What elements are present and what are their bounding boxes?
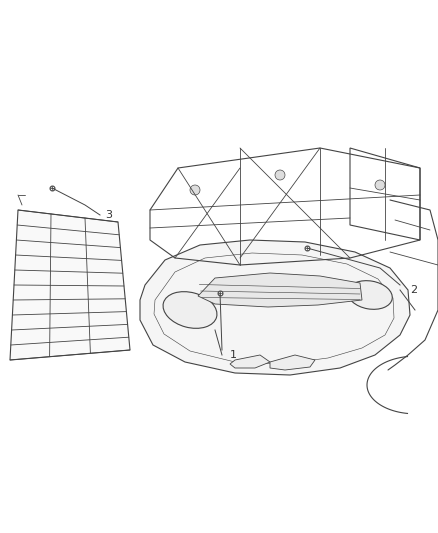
Text: 2: 2 <box>410 285 417 295</box>
Polygon shape <box>10 210 130 360</box>
Circle shape <box>375 180 385 190</box>
Text: 3: 3 <box>105 210 112 220</box>
Polygon shape <box>270 355 315 370</box>
Circle shape <box>190 185 200 195</box>
Text: 1: 1 <box>230 350 237 360</box>
Ellipse shape <box>163 292 217 328</box>
Polygon shape <box>140 240 410 375</box>
Ellipse shape <box>348 281 392 309</box>
Polygon shape <box>198 273 362 307</box>
Polygon shape <box>230 355 270 368</box>
Circle shape <box>275 170 285 180</box>
